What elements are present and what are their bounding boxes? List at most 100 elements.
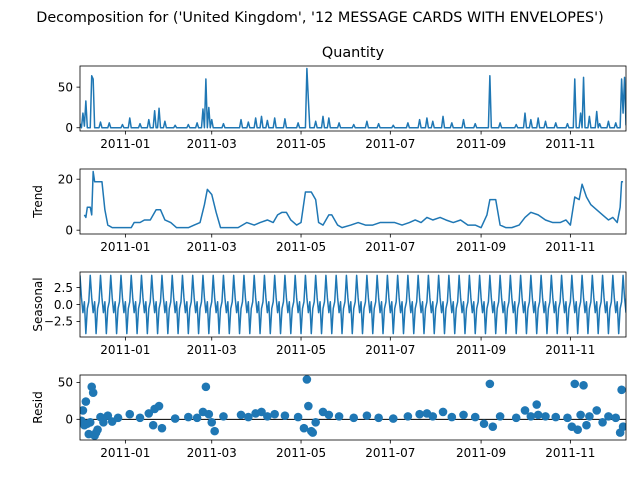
- panel-1: 2011-01 2011-03 2011-05 2011-07 2011-09 2011-…: [58, 45, 627, 151]
- resid-point: [438, 407, 448, 417]
- x-tick-label: 2011-11: [545, 446, 595, 460]
- x-tick-label: 2011-03: [187, 343, 237, 357]
- resid-point: [304, 401, 313, 411]
- panel-2: 2011-01 2011-03 2011-05 2011-07 2011-09 2011-…: [31, 168, 627, 254]
- y-tick-label: −2.5: [44, 315, 73, 329]
- resid-point: [428, 412, 438, 421]
- resid-point: [88, 388, 98, 398]
- resid-point: [257, 407, 266, 417]
- resid-point: [532, 400, 542, 409]
- resid-point: [236, 410, 246, 420]
- x-tick-label: 2011-01: [100, 446, 150, 460]
- resid-point: [80, 406, 88, 415]
- resid-point: [573, 425, 582, 434]
- resid-point: [204, 409, 214, 419]
- panel-3: 2011-01 2011-03 2011-05 2011-07 2011-09 2011-…: [31, 271, 627, 357]
- resid-point: [511, 413, 521, 423]
- x-tick-label: 2011-03: [187, 137, 237, 151]
- resid-point: [488, 422, 498, 432]
- resid-point: [479, 419, 489, 429]
- x-tick-label: 2011-05: [276, 240, 326, 254]
- resid-point: [263, 412, 272, 421]
- y-tick-label: 50: [58, 376, 73, 390]
- trend-line: [83, 170, 624, 229]
- x-tick-label: 2011-11: [545, 343, 595, 357]
- y-tick-label: 0: [65, 413, 73, 427]
- panel-4: 2011-01 2011-03 2011-05 2011-07 2011-09 2011-…: [31, 374, 627, 460]
- resid-point: [551, 412, 561, 422]
- resid-point: [170, 414, 180, 423]
- x-tick-label: 2011-09: [456, 240, 506, 254]
- axes-frame: [79, 374, 627, 441]
- resid-point: [526, 412, 536, 421]
- resid-point: [219, 412, 228, 421]
- x-tick-label: 2011-07: [365, 446, 415, 460]
- figure-title: Decomposition for ('United Kingdom', '12…: [36, 10, 604, 26]
- x-tick-label: 2011-05: [276, 446, 326, 460]
- resid-point: [154, 401, 164, 411]
- x-tick-label: 2011-07: [365, 343, 415, 357]
- y-tick-label: 0.0: [54, 298, 73, 312]
- x-tick-label: 2011-01: [100, 137, 150, 151]
- x-tick-label: 2011-11: [545, 240, 595, 254]
- resid-point: [311, 417, 320, 427]
- seasonal-line: [80, 274, 626, 335]
- x-tick-label: 2011-05: [276, 137, 326, 151]
- y-axis-label: Trend: [31, 185, 45, 219]
- resid-point: [570, 379, 580, 389]
- x-tick-label: 2011-07: [365, 240, 415, 254]
- x-tick-label: 2011-01: [100, 343, 150, 357]
- resid-point: [485, 379, 495, 389]
- y-axis-label: Seasonal: [31, 277, 45, 331]
- resid-point: [533, 410, 543, 420]
- y-axis-label: Resid: [31, 391, 45, 423]
- axes-frame: [79, 65, 627, 132]
- resid-point: [374, 413, 383, 423]
- resid-point: [563, 413, 572, 423]
- plot-area: [80, 67, 626, 129]
- resid-point: [585, 412, 594, 421]
- y-tick-label: 2.5: [54, 281, 73, 295]
- panel-title: Quantity: [322, 45, 385, 61]
- x-tick-label: 2011-03: [187, 446, 237, 460]
- resid-point: [207, 417, 217, 427]
- plot-area: [83, 170, 624, 229]
- resid-point: [334, 412, 344, 421]
- x-tick-label: 2011-09: [456, 446, 506, 460]
- y-tick-label: 20: [58, 172, 73, 186]
- x-tick-label: 2011-01: [100, 240, 150, 254]
- plot-area: [80, 274, 626, 335]
- resid-point: [308, 428, 318, 437]
- resid-point: [592, 406, 602, 415]
- resid-point: [184, 412, 193, 422]
- resid-point: [144, 409, 154, 418]
- resid-point: [85, 417, 95, 427]
- resid-point: [618, 422, 626, 432]
- x-tick-label: 2011-09: [456, 343, 506, 357]
- resid-point: [362, 411, 372, 420]
- resid-point: [125, 409, 135, 419]
- resid-point: [447, 412, 457, 422]
- resid-point: [611, 413, 621, 423]
- x-tick-label: 2011-09: [456, 137, 506, 151]
- y-tick-label: 50: [58, 80, 73, 94]
- resid-point: [210, 426, 219, 436]
- axes-frame: [79, 168, 627, 235]
- resid-point: [113, 413, 123, 423]
- y-tick-label: 0: [65, 223, 73, 237]
- resid-point: [388, 414, 398, 423]
- x-tick-label: 2011-03: [187, 240, 237, 254]
- y-tick-label: 0: [65, 121, 73, 135]
- resid-point: [293, 412, 303, 422]
- resid-point: [103, 411, 113, 420]
- resid-point: [604, 412, 613, 421]
- x-tick-label: 2011-07: [365, 137, 415, 151]
- resid-point: [617, 385, 626, 395]
- resid-point: [201, 382, 211, 392]
- resid-point: [135, 413, 145, 423]
- resid-point: [302, 375, 312, 384]
- resid-point: [324, 410, 334, 420]
- resid-point: [280, 411, 290, 420]
- resid-point: [148, 420, 158, 430]
